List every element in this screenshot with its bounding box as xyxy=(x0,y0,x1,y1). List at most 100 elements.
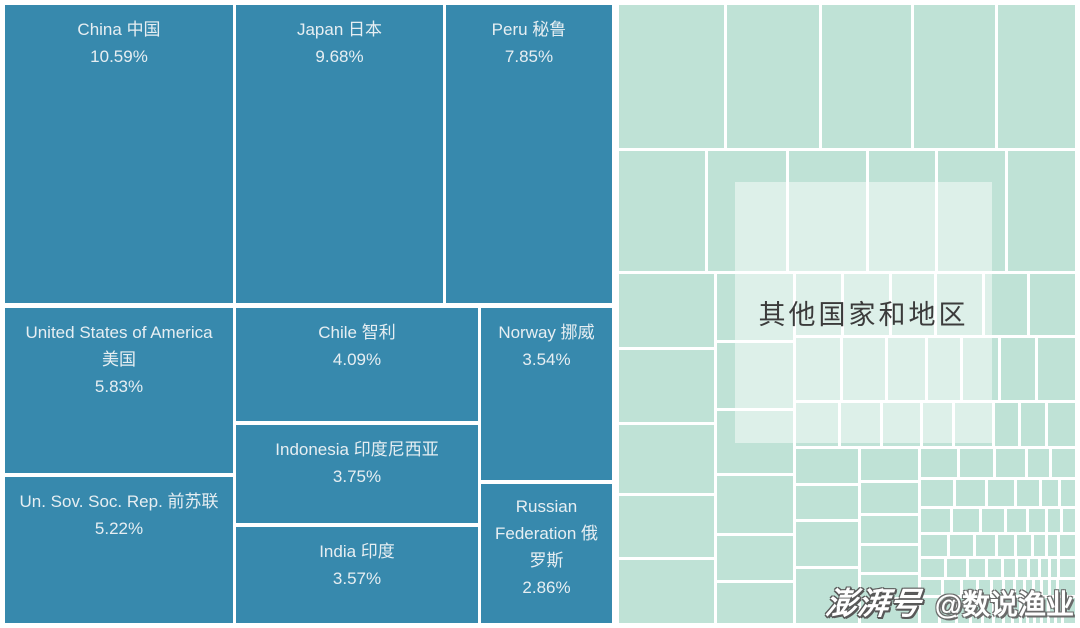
other-region-cell xyxy=(1016,580,1023,595)
other-region-cell xyxy=(861,483,918,513)
tile-peru: Peru 秘鲁 7.85% xyxy=(446,5,612,303)
other-region-cell xyxy=(1059,580,1075,595)
tile-united-states: United States of America 美国 5.83% xyxy=(5,308,233,473)
tile-value: 3.54% xyxy=(522,350,571,369)
other-region-cell xyxy=(1001,338,1035,400)
other-region-cell xyxy=(976,535,995,556)
other-region-cell xyxy=(914,5,995,148)
tile-value: 4.09% xyxy=(332,350,382,369)
other-region-cell xyxy=(717,476,793,533)
other-region-cell xyxy=(1057,598,1061,623)
other-region-cell xyxy=(1043,598,1047,623)
tile-value: 10.59% xyxy=(90,47,148,66)
other-region-cell xyxy=(796,274,841,335)
other-region-cell xyxy=(1026,580,1032,595)
other-region-cell xyxy=(1038,338,1075,400)
other-region-cell xyxy=(796,486,858,519)
other-region-cell xyxy=(938,151,1005,271)
other-region-cell xyxy=(883,403,920,446)
other-region-cell xyxy=(921,535,947,556)
other-region-cell xyxy=(843,338,885,400)
other-region-cell xyxy=(1052,449,1075,477)
others-label: 其他国家和地区 xyxy=(758,300,969,330)
other-region-cell xyxy=(717,536,793,580)
tile-name: Norway 挪威 xyxy=(498,323,595,342)
tile-value: 5.83% xyxy=(94,377,144,396)
tile-value: 9.68% xyxy=(315,47,364,66)
other-region-cell xyxy=(1060,535,1075,556)
other-region-cell xyxy=(1017,480,1039,506)
other-region-cell xyxy=(1014,598,1019,623)
other-region-cell xyxy=(1064,598,1075,623)
watermark-brand: 澎湃号 xyxy=(823,586,924,621)
other-region-cell xyxy=(861,575,918,597)
tile-value: 3.57% xyxy=(332,569,382,588)
other-region-cell xyxy=(1022,598,1026,623)
tile-name: Russian Federation 俄罗斯 xyxy=(495,497,598,570)
tile-name: China 中国 xyxy=(77,20,161,39)
other-region-cell xyxy=(796,569,858,623)
other-region-cell xyxy=(1007,509,1026,532)
tile-name: India 印度 xyxy=(319,542,395,561)
other-region-cell xyxy=(963,338,998,400)
other-region-cell xyxy=(1048,535,1057,556)
other-region-cell xyxy=(921,580,941,595)
other-region-cell xyxy=(619,151,705,271)
other-region-cell xyxy=(972,598,981,623)
other-region-cell xyxy=(950,535,973,556)
tile-russia: Russian Federation 俄罗斯 2.86% xyxy=(481,484,612,623)
other-region-cell xyxy=(958,598,969,623)
other-region-cell xyxy=(953,509,979,532)
other-region-cell xyxy=(928,338,960,400)
other-region-cell xyxy=(796,522,858,566)
other-region-cell xyxy=(861,449,918,480)
other-region-cell xyxy=(1030,559,1038,577)
other-region-cell xyxy=(717,411,793,473)
other-region-cell xyxy=(844,274,889,335)
other-region-cell xyxy=(1061,480,1075,506)
tile-indonesia: Indonesia 印度尼西亚 3.75% xyxy=(236,425,478,523)
other-region-cell xyxy=(995,598,1002,623)
other-region-cell xyxy=(921,598,938,623)
tile-name: United States of America 美国 xyxy=(25,323,213,369)
tile-value: 5.22% xyxy=(94,519,144,538)
other-region-cell xyxy=(1028,449,1049,477)
tile-china: China 中国 10.59% xyxy=(5,5,233,303)
other-region-cell xyxy=(1004,559,1015,577)
other-region-cell xyxy=(1005,598,1011,623)
other-region-cell xyxy=(984,598,992,623)
tile-name: Indonesia 印度尼西亚 xyxy=(275,440,439,459)
other-region-cell xyxy=(956,480,985,506)
other-region-cell xyxy=(982,509,1004,532)
other-region-cell xyxy=(619,496,714,557)
other-region-cell xyxy=(998,5,1075,148)
other-region-cell xyxy=(1043,580,1048,595)
other-region-cell xyxy=(1034,535,1045,556)
other-region-cell xyxy=(796,403,838,446)
tile-soviet-union: Un. Sov. Soc. Rep. 前苏联 5.22% xyxy=(5,477,233,623)
other-region-cell xyxy=(796,449,858,483)
other-region-cell xyxy=(979,580,990,595)
other-region-cell xyxy=(985,274,1027,335)
tile-chile: Chile 智利 4.09% xyxy=(236,308,478,421)
other-region-cell xyxy=(1051,559,1057,577)
other-region-cell xyxy=(995,403,1018,446)
other-region-cell xyxy=(921,480,953,506)
other-region-cell xyxy=(869,151,935,271)
other-region-cell xyxy=(717,583,793,623)
other-region-cell xyxy=(969,559,985,577)
other-region-cell xyxy=(1035,580,1040,595)
watermark-handle: @数说渔业 xyxy=(934,589,1074,620)
other-region-cell xyxy=(941,598,955,623)
other-region-cell xyxy=(1051,580,1056,595)
other-region-cell xyxy=(1021,403,1045,446)
other-region-cell xyxy=(1029,598,1033,623)
tile-name: Un. Sov. Soc. Rep. 前苏联 xyxy=(19,492,219,511)
other-region-cell xyxy=(619,350,714,422)
other-region-cell xyxy=(789,151,866,271)
other-region-cell xyxy=(923,403,952,446)
other-region-cell xyxy=(619,5,724,148)
other-region-cell xyxy=(822,5,911,148)
other-region-cell xyxy=(892,274,934,335)
